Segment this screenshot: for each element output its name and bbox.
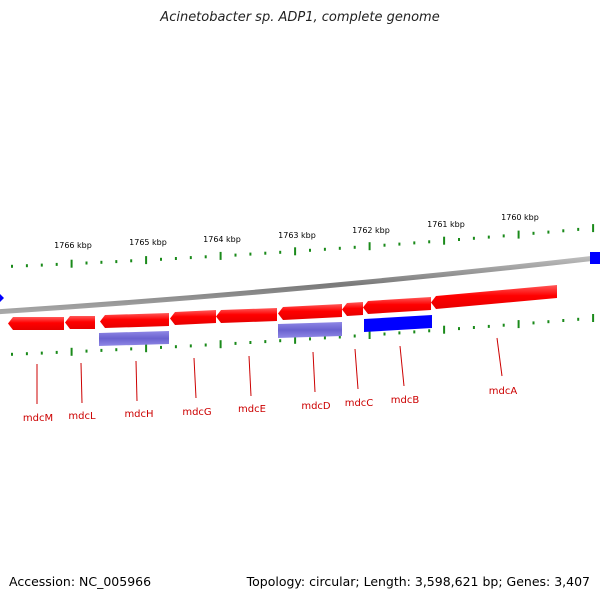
gene-label-mdcM: mdcM xyxy=(23,413,53,424)
leader-line xyxy=(354,348,359,390)
gene-arrow-mdcH xyxy=(100,313,169,328)
tick-label: 1762 kbp xyxy=(352,226,390,235)
genome-summary-text: Topology: circular; Length: 3,598,621 bp… xyxy=(246,574,590,589)
leader-line xyxy=(312,351,316,393)
gene-label-mdcE: mdcE xyxy=(238,404,266,415)
forward-strand-genes xyxy=(8,285,557,330)
gene-label-mdcL: mdcL xyxy=(68,411,96,422)
outer-tick-ring xyxy=(11,224,595,268)
gene-arrow-mdcA xyxy=(431,285,557,309)
tick-label: 1763 kbp xyxy=(278,231,316,240)
gene-arrow-mdcE xyxy=(216,308,277,323)
gene-label-leaders xyxy=(36,337,503,404)
leader-line xyxy=(496,337,503,377)
gene-label-mdcG: mdcG xyxy=(182,407,211,418)
tick-label: 1760 kbp xyxy=(501,213,539,222)
tick-label: 1764 kbp xyxy=(203,235,241,244)
tick-label: 1761 kbp xyxy=(427,220,465,229)
leader-line xyxy=(248,355,252,397)
leader-line xyxy=(135,360,138,402)
accession-text: Accession: NC_005966 xyxy=(9,574,152,589)
genome-backbone xyxy=(0,255,600,315)
feature-box-mdcB xyxy=(364,315,432,332)
tick-label: 1765 kbp xyxy=(129,238,167,247)
feature-box-mdcH xyxy=(99,331,169,346)
gene-arrow-mdcG xyxy=(170,310,216,325)
gene-label-mdcA: mdcA xyxy=(489,386,518,397)
gene-arrow-mdcC xyxy=(342,302,363,316)
leader-line xyxy=(193,357,197,399)
neighbor-feature-right xyxy=(590,252,600,264)
tick-label: 1766 kbp xyxy=(54,241,92,250)
gene-labels: mdcM mdcL mdcH mdcG mdcE mdcD mdcC mdcB … xyxy=(23,386,517,424)
gene-arrow-mdcM xyxy=(8,317,64,330)
leader-line xyxy=(399,345,405,387)
gene-label-mdcH: mdcH xyxy=(124,409,153,420)
reverse-strand-features xyxy=(99,315,432,346)
inner-tick-ring xyxy=(11,314,595,356)
gene-label-mdcD: mdcD xyxy=(301,401,331,412)
neighbor-feature-left xyxy=(0,294,4,302)
gene-label-mdcC: mdcC xyxy=(345,398,374,409)
gene-arrow-mdcD xyxy=(278,304,342,320)
tick-labels: 1766 kbp 1765 kbp 1764 kbp 1763 kbp 1762… xyxy=(54,213,539,250)
gene-arrow-mdcL xyxy=(65,316,95,329)
leader-line xyxy=(80,362,83,404)
gene-label-mdcB: mdcB xyxy=(391,395,420,406)
map-title: Acinetobacter sp. ADP1, complete genome xyxy=(160,10,440,25)
feature-box-mdcD xyxy=(278,322,342,338)
gene-arrow-mdcB xyxy=(363,297,431,314)
